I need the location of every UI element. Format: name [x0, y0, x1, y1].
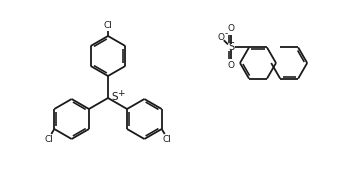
Text: O: O — [228, 61, 234, 70]
Text: S: S — [111, 92, 118, 102]
Text: -: - — [224, 29, 228, 38]
Text: Cl: Cl — [45, 135, 54, 144]
Text: +: + — [117, 88, 125, 98]
Text: O: O — [228, 24, 234, 33]
Text: S: S — [228, 42, 234, 52]
Text: Cl: Cl — [103, 21, 112, 30]
Text: O: O — [217, 33, 224, 42]
Text: Cl: Cl — [162, 135, 171, 144]
